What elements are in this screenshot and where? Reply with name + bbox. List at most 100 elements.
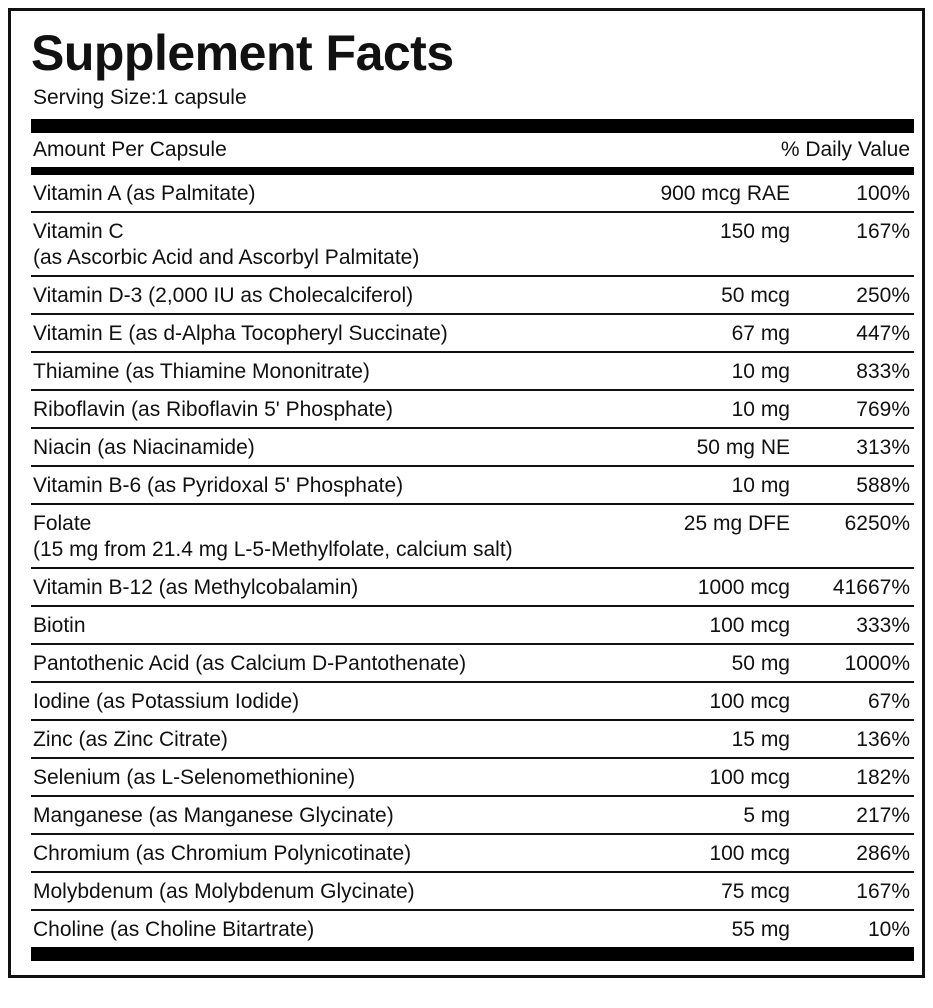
nutrient-name: Vitamin C (33, 220, 124, 243)
nutrient-row: Vitamin B-6 (as Pyridoxal 5' Phosphate) 1… (31, 467, 914, 505)
daily-value-header: % Daily Value (780, 138, 910, 161)
nutrient-name-cell: Choline (as Choline Bitartrate) (33, 919, 732, 941)
nutrient-name: Vitamin B-12 (as Methylcobalamin) (33, 576, 359, 599)
nutrient-name-cell: Folate (15 mg from 21.4 mg L-5-Methylfola… (33, 513, 684, 561)
nutrient-name-cell: Selenium (as L-Selenomethionine) (33, 767, 709, 789)
nutrient-amount: 10 mg (731, 360, 790, 383)
nutrient-row: Pantothenic Acid (as Calcium D-Pantothen… (31, 645, 914, 683)
nutrient-daily-value: 313% (856, 436, 910, 459)
nutrient-daily-value: 182% (856, 766, 910, 789)
serving-size: Serving Size:1 capsule (33, 86, 247, 109)
nutrient-amount: 15 mg (731, 728, 790, 751)
nutrient-amount: 100 mcg (709, 614, 790, 637)
nutrient-source: (as Ascorbic Acid and Ascorbyl Palmitate… (33, 246, 420, 269)
nutrient-amount: 50 mg NE (696, 436, 790, 459)
nutrient-row: Riboflavin (as Riboflavin 5' Phosphate) 1… (31, 391, 914, 429)
nutrient-row: Vitamin D-3 (2,000 IU as Cholecalciferol… (31, 277, 914, 315)
nutrient-name: Vitamin E (as d-Alpha Tocopheryl Succina… (33, 322, 448, 345)
nutrient-amount: 25 mg DFE (683, 512, 790, 535)
nutrient-row: Biotin 100 mcg 333% (31, 607, 914, 645)
nutrient-row: Vitamin B-12 (as Methylcobalamin) 1000 mc… (31, 569, 914, 607)
nutrient-daily-value: 167% (856, 880, 910, 903)
nutrient-row: Molybdenum (as Molybdenum Glycinate) 75 m… (31, 873, 914, 911)
nutrient-row: Folate (15 mg from 21.4 mg L-5-Methylfola… (31, 505, 914, 569)
nutrient-row: Chromium (as Chromium Polynicotinate) 100… (31, 835, 914, 873)
nutrient-daily-value: 833% (856, 360, 910, 383)
column-header: Amount Per Capsule % Daily Value (31, 135, 914, 165)
nutrient-name-cell: Chromium (as Chromium Polynicotinate) (33, 843, 709, 865)
nutrient-row: Vitamin C (as Ascorbic Acid and Ascorbyl … (31, 213, 914, 277)
nutrient-daily-value: 286% (856, 842, 910, 865)
divider-thick-top (31, 119, 914, 133)
amount-per-header: Amount Per Capsule (33, 138, 227, 161)
nutrient-name-cell: Pantothenic Acid (as Calcium D-Pantothen… (33, 653, 732, 675)
nutrient-daily-value: 10% (867, 918, 910, 941)
nutrient-name: Manganese (as Manganese Glycinate) (33, 804, 394, 827)
nutrient-daily-value: 217% (856, 804, 910, 827)
nutrient-daily-value: 67% (867, 690, 910, 713)
divider-medium (31, 167, 914, 175)
nutrient-name-cell: Vitamin C (as Ascorbic Acid and Ascorbyl … (33, 221, 720, 269)
nutrient-name: Riboflavin (as Riboflavin 5' Phosphate) (33, 398, 394, 421)
nutrient-amount: 55 mg (731, 918, 790, 941)
nutrient-name: Folate (33, 512, 92, 535)
nutrient-row: Thiamine (as Thiamine Mononitrate) 10 mg 8… (31, 353, 914, 391)
nutrient-name: Iodine (as Potassium Iodide) (33, 690, 300, 713)
nutrient-amount: 10 mg (731, 474, 790, 497)
nutrient-name: Zinc (as Zinc Citrate) (33, 728, 228, 751)
nutrient-name: Niacin (as Niacinamide) (33, 436, 255, 459)
divider-thick-bottom (31, 947, 914, 961)
nutrient-amount: 1000 mcg (697, 576, 790, 599)
panel-title: Supplement Facts (31, 25, 454, 81)
nutrient-name-cell: Molybdenum (as Molybdenum Glycinate) (33, 881, 721, 903)
nutrient-daily-value: 333% (856, 614, 910, 637)
nutrient-name: Vitamin D-3 (2,000 IU as Cholecalciferol… (33, 284, 414, 307)
nutrient-name-cell: Niacin (as Niacinamide) (33, 437, 697, 459)
nutrient-name: Choline (as Choline Bitartrate) (33, 918, 315, 941)
nutrient-name: Biotin (33, 614, 86, 637)
nutrient-table: Vitamin A (as Palmitate) 900 mcg RAE 100% V… (31, 175, 914, 947)
nutrient-name-cell: Biotin (33, 615, 709, 637)
panel-content: Supplement Facts Serving Size:1 capsule … (11, 11, 922, 961)
nutrient-row: Iodine (as Potassium Iodide) 100 mcg 67% (31, 683, 914, 721)
nutrient-name-cell: Vitamin B-12 (as Methylcobalamin) (33, 577, 698, 599)
nutrient-daily-value: 167% (856, 220, 910, 243)
nutrient-amount: 50 mcg (721, 284, 790, 307)
nutrient-name-cell: Thiamine (as Thiamine Mononitrate) (33, 361, 732, 383)
nutrient-amount: 100 mcg (709, 766, 790, 789)
nutrient-daily-value: 136% (856, 728, 910, 751)
nutrient-row: Niacin (as Niacinamide) 50 mg NE 313% (31, 429, 914, 467)
nutrient-row: Zinc (as Zinc Citrate) 15 mg 136% (31, 721, 914, 759)
nutrient-row: Selenium (as L-Selenomethionine) 100 mcg 1… (31, 759, 914, 797)
nutrient-name-cell: Vitamin D-3 (2,000 IU as Cholecalciferol… (33, 285, 721, 307)
nutrient-daily-value: 100% (856, 182, 910, 205)
nutrient-name: Vitamin B-6 (as Pyridoxal 5' Phosphate) (33, 474, 404, 497)
nutrient-amount: 100 mcg (709, 690, 790, 713)
nutrient-name: Chromium (as Chromium Polynicotinate) (33, 842, 412, 865)
nutrient-amount: 150 mg (719, 220, 790, 243)
nutrient-source: (15 mg from 21.4 mg L-5-Methylfolate, ca… (33, 538, 513, 561)
nutrient-name: Molybdenum (as Molybdenum Glycinate) (33, 880, 415, 903)
nutrient-row: Vitamin E (as d-Alpha Tocopheryl Succina… (31, 315, 914, 353)
nutrient-name-cell: Vitamin A (as Palmitate) (33, 183, 660, 205)
nutrient-amount: 75 mcg (721, 880, 790, 903)
nutrient-amount: 10 mg (731, 398, 790, 421)
nutrient-row: Vitamin A (as Palmitate) 900 mcg RAE 100% (31, 175, 914, 213)
nutrient-row: Choline (as Choline Bitartrate) 55 mg 10% (31, 911, 914, 947)
nutrient-amount: 67 mg (731, 322, 790, 345)
nutrient-daily-value: 250% (856, 284, 910, 307)
nutrient-name-cell: Vitamin E (as d-Alpha Tocopheryl Succina… (33, 323, 732, 345)
nutrient-name: Selenium (as L-Selenomethionine) (33, 766, 356, 789)
nutrient-daily-value: 1000% (844, 652, 910, 675)
nutrient-name: Vitamin A (as Palmitate) (33, 182, 256, 205)
nutrient-daily-value: 6250% (844, 512, 910, 535)
nutrient-daily-value: 769% (856, 398, 910, 421)
nutrient-name-cell: Iodine (as Potassium Iodide) (33, 691, 709, 713)
nutrient-name: Pantothenic Acid (as Calcium D-Pantothen… (33, 652, 467, 675)
supplement-facts-panel: Supplement Facts Serving Size:1 capsule … (8, 8, 925, 978)
nutrient-amount: 100 mcg (709, 842, 790, 865)
nutrient-amount: 50 mg (731, 652, 790, 675)
nutrient-amount: 900 mcg RAE (660, 182, 790, 205)
nutrient-amount: 5 mg (743, 804, 790, 827)
nutrient-daily-value: 447% (856, 322, 910, 345)
